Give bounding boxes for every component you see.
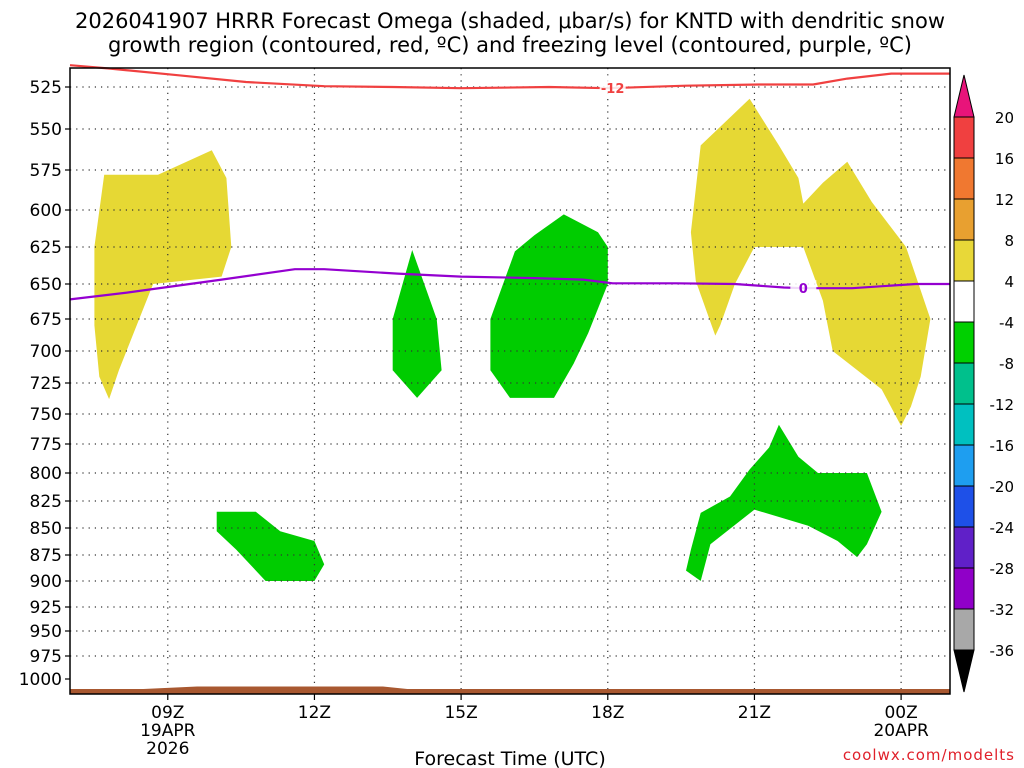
colorbar-label-9: -20 [990, 478, 1015, 496]
plot-frame [69, 67, 951, 695]
colorbar-label-12: -32 [990, 601, 1015, 619]
x-tick-label-12Z: 12Z [298, 703, 331, 723]
grid-layer [70, 68, 950, 694]
y-tick-label-700: 700 [30, 342, 62, 362]
yellow-region-early [94, 150, 232, 400]
colorbar-label-8: -16 [990, 437, 1015, 455]
colorbar-label-3: 8 [1004, 232, 1014, 250]
colorbar-label-13: -36 [990, 642, 1015, 660]
y-tick-label-1000: 1000 [19, 670, 62, 690]
x-tick-label-15Z: 15Z [444, 703, 477, 723]
colorbar-box-12 [953, 608, 975, 651]
y-tick-label-850: 850 [30, 519, 62, 539]
colorbar-box-8 [953, 444, 975, 487]
chart-title-line-1: 2026041907 HRRR Forecast Omega (shaded, … [75, 9, 945, 33]
x-tick-label-18Z: 18Z [591, 703, 624, 723]
x-tick-label-00Z: 00Z [884, 703, 917, 723]
y-axis-ticks: 525 550 575 600 625 650 675 700 725 750 775 800 825 8… [19, 78, 70, 690]
colorbar-bottom-arrow [953, 649, 975, 693]
dgz-minus12-contour-label: -12 [601, 82, 625, 97]
contour-layer: -12 0 [69, 64, 950, 301]
colorbar: 20 16 12 8 4 -4 -8 -12 -16 -20 -24 -28 -32 -36 [953, 74, 1015, 693]
dgz-minus12-contour [69, 64, 950, 90]
x-tick-date-00Z: 20APR [873, 721, 929, 741]
colorbar-box-2 [953, 198, 975, 241]
colorbar-label-5: -4 [999, 314, 1014, 332]
chart-title-line-2: growth region (contoured, red, ºC) and f… [108, 33, 912, 57]
y-tick-label-675: 675 [30, 310, 62, 330]
freezing-level-0-contour-label: 0 [799, 282, 808, 297]
green-region-evening [686, 424, 882, 581]
y-tick-label-750: 750 [30, 405, 62, 425]
y-tick-label-950: 950 [30, 622, 62, 642]
x-tick-label-21Z: 21Z [738, 703, 771, 723]
colorbar-label-10: -24 [990, 519, 1015, 537]
terrain-bump [143, 686, 408, 689]
colorbar-label-11: -28 [990, 560, 1015, 578]
dgz-minus12-contour-label-bg [599, 80, 626, 97]
colorbar-box-6 [953, 362, 975, 405]
colorbar-box-1 [953, 157, 975, 200]
green-region-16z [490, 214, 608, 398]
green-region-10z [216, 511, 325, 581]
y-tick-label-875: 875 [30, 546, 62, 566]
y-tick-label-975: 975 [30, 647, 62, 667]
x-axis-label: Forecast Time (UTC) [414, 748, 605, 768]
y-tick-label-800: 800 [30, 464, 62, 484]
credit-text: coolwx.com/modelts [843, 746, 1015, 764]
colorbar-box-9 [953, 485, 975, 528]
colorbar-label-7: -12 [990, 396, 1015, 414]
green-region-14z [392, 250, 442, 398]
freezing-level-0-contour-label-bg [790, 280, 817, 297]
shaded-regions-layer [94, 98, 931, 581]
colorbar-box-3 [953, 239, 975, 282]
y-tick-label-825: 825 [30, 492, 62, 512]
colorbar-label-1: 16 [995, 150, 1014, 168]
y-tick-label-725: 725 [30, 374, 62, 394]
freezing-level-0-contour [69, 268, 950, 301]
y-tick-label-900: 900 [30, 572, 62, 592]
y-tick-label-650: 650 [30, 275, 62, 295]
colorbar-label-6: -8 [999, 355, 1014, 373]
y-tick-label-525: 525 [30, 78, 62, 98]
terrain-layer [70, 686, 950, 694]
colorbar-label-0: 20 [995, 109, 1014, 127]
y-tick-label-775: 775 [30, 435, 62, 455]
colorbar-box-5 [953, 321, 975, 364]
y-tick-label-575: 575 [30, 161, 62, 181]
colorbar-box-7 [953, 403, 975, 446]
y-tick-label-550: 550 [30, 120, 62, 140]
y-tick-label-625: 625 [30, 238, 62, 258]
colorbar-box-0 [953, 116, 975, 159]
y-tick-label-600: 600 [30, 201, 62, 221]
x-tick-year-09Z: 2026 [146, 739, 189, 759]
colorbar-label-2: 12 [995, 191, 1014, 209]
y-tick-label-925: 925 [30, 598, 62, 618]
x-tick-label-09Z: 09Z [151, 703, 184, 723]
colorbar-label-4: 4 [1004, 273, 1014, 291]
colorbar-box-11 [953, 567, 975, 610]
colorbar-box-10 [953, 526, 975, 569]
yellow-region-late [690, 98, 931, 427]
colorbar-box-4 [953, 280, 975, 323]
terrain-strip [70, 689, 950, 694]
x-tick-date-09Z: 19APR [140, 721, 196, 741]
